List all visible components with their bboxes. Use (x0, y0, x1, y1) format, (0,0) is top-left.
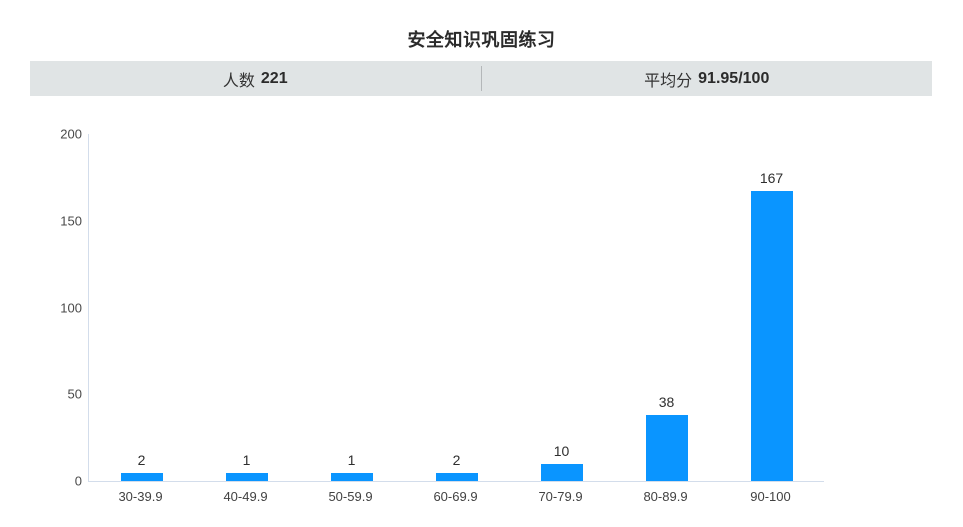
average-score-label: 平均分 (644, 72, 693, 90)
y-axis-tick-label: 200 (60, 126, 82, 142)
y-axis-tick-label: 50 (67, 386, 82, 402)
bar-80-89.9 (645, 415, 688, 481)
stats-divider (480, 66, 482, 91)
y-axis-tick-label: 100 (60, 300, 82, 315)
bar-60-69.9 (435, 473, 478, 481)
x-axis-label: 30-39.9 (118, 489, 163, 504)
bar-40-49.9 (225, 473, 268, 481)
stats-bar: 人数 221 平均分 91.95/100 (30, 61, 932, 96)
bar-50-59.9 (330, 473, 373, 481)
bar-value-label: 38 (658, 394, 675, 411)
x-axis-label: 80-89.9 (643, 489, 688, 504)
bar-70-79.9 (540, 463, 583, 481)
participants-value: 221 (260, 69, 288, 87)
bar-value-label: 2 (452, 452, 461, 468)
page-title: 安全知识巩固练习 (407, 30, 556, 50)
x-axis-label: 90-100 (750, 489, 791, 504)
stat-participants: 人数 221 (30, 61, 481, 96)
bar-90-100 (750, 191, 793, 481)
bar-value-label: 1 (242, 452, 251, 468)
y-axis-tick-label: 150 (60, 213, 82, 229)
x-axis-label: 50-59.9 (328, 489, 373, 504)
y-axis-tick-label: 0 (74, 473, 82, 489)
average-score-value: 91.95/100 (698, 69, 770, 87)
stat-average-score: 平均分 91.95/100 (482, 61, 933, 96)
bar-30-39.9 (120, 473, 163, 481)
x-axis-label: 70-79.9 (538, 489, 583, 504)
bar-value-label: 10 (553, 442, 570, 459)
bar-value-label: 167 (759, 170, 784, 187)
x-axis-label: 40-49.9 (223, 489, 268, 504)
bar-value-label: 2 (137, 452, 146, 468)
plot-area: 2 1 1 2 10 38 167 (88, 134, 824, 482)
participants-label: 人数 (222, 72, 255, 90)
x-axis-label: 60-69.9 (433, 489, 478, 504)
bar-value-label: 1 (347, 452, 356, 468)
